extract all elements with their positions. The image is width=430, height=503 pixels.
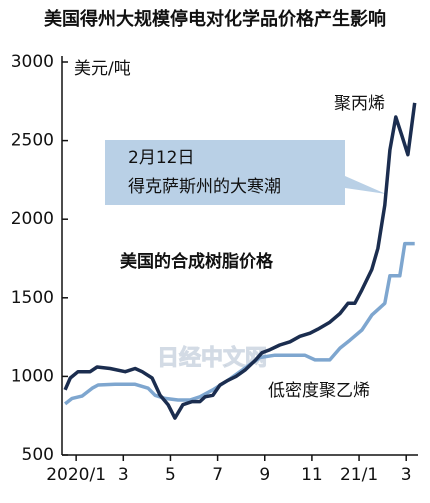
- x-tick-label: 11: [301, 465, 323, 485]
- series-label: 聚丙烯: [334, 94, 385, 114]
- y-tick-label: 3000: [11, 52, 54, 72]
- x-tick-label: 9: [259, 465, 270, 485]
- callout-box: [105, 140, 386, 205]
- watermark: 日经中文网: [157, 345, 267, 371]
- y-tick-label: 1000: [11, 366, 54, 386]
- callout: 2月12日 得克萨斯州的大寒潮: [105, 140, 386, 205]
- y-axis-label: 美元/吨: [74, 59, 131, 79]
- x-tick-label: 3: [401, 465, 412, 485]
- y-tick-label: 500: [22, 445, 54, 465]
- x-tick-label: 21/1: [340, 465, 378, 485]
- series-line: [63, 102, 417, 420]
- series-label: 低密度聚乙烯: [268, 381, 370, 401]
- x-tick-label: 7: [212, 465, 223, 485]
- chart-subtitle: 美国的合成树脂价格: [120, 251, 274, 272]
- y-tick-label: 1500: [11, 288, 54, 308]
- x-tick-label: 5: [165, 465, 176, 485]
- y-tick-label: 2000: [11, 209, 54, 229]
- callout-text: 得克萨斯州的大寒潮: [128, 177, 281, 197]
- chart-title: 美国得州大规模停电对化学品价格产生影响: [44, 8, 386, 30]
- y-tick-label: 2500: [11, 131, 54, 151]
- x-tick-label: 2020/1: [46, 465, 106, 485]
- x-tick-label: 3: [118, 465, 129, 485]
- callout-date: 2月12日: [128, 148, 194, 168]
